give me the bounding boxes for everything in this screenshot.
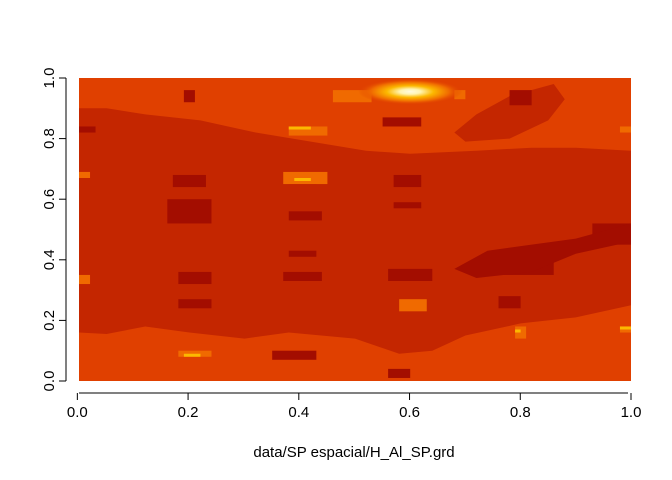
y-ticks: 0.0 0.2 0.4 0.6 0.8 1.0 — [41, 68, 66, 392]
heatmap-patch-darkest — [183, 90, 195, 103]
x-ticks: 0.0 0.2 0.4 0.6 0.8 1.0 — [67, 393, 642, 421]
heatmap-patch-bright — [183, 353, 201, 357]
heatmap-hotspot — [358, 78, 463, 105]
heatmap-patch-darkest — [382, 117, 422, 127]
x-axis-label: data/SP espacial/H_Al_SP.grd — [253, 444, 454, 461]
y-tick-label: 0.0 — [41, 371, 58, 392]
heatmap-patch-darkest — [178, 299, 212, 309]
axes: 0.0 0.2 0.4 0.6 0.8 1.0 0.0 0.2 0.4 0.6 0.8 1.0 — [41, 68, 641, 421]
heatmap-patch-light — [79, 171, 91, 178]
heatmap-patch-darkest — [388, 368, 411, 378]
y-tick-label: 0.8 — [41, 128, 58, 149]
heatmap-patch-darkest — [288, 250, 317, 257]
heatmap-patch-light — [399, 299, 427, 312]
heatmap-patch-darkest — [454, 223, 631, 278]
x-tick-label: 0.2 — [178, 404, 199, 421]
heatmap-raster — [79, 78, 631, 381]
heatmap-patch-bright — [294, 177, 311, 182]
x-tick-label: 1.0 — [621, 404, 642, 421]
heatmap-patch-bright — [515, 329, 521, 333]
x-tick-label: 0.0 — [67, 404, 88, 421]
heatmap-band-dark — [454, 84, 565, 142]
heatmap-patch-light — [619, 126, 631, 133]
heatmap-patch-light — [288, 126, 328, 136]
heatmap-patch-darkest — [272, 350, 317, 360]
heatmap-patch-light — [283, 171, 328, 185]
y-tick-label: 0.6 — [41, 189, 58, 210]
heatmap-patch-darkest — [509, 90, 532, 106]
heatmap-patch-darkest — [178, 271, 212, 285]
heatmap-patch-bright — [619, 326, 631, 330]
heatmap-patch-light — [79, 274, 91, 285]
y-tick-label: 1.0 — [41, 68, 58, 89]
heatmap-patch-bright — [288, 126, 311, 130]
x-tick-label: 0.8 — [510, 404, 531, 421]
y-tick-label: 0.4 — [41, 249, 58, 270]
heatmap-patch-darkest — [388, 268, 433, 282]
heatmap-patch-darkest — [393, 174, 422, 188]
x-tick-label: 0.6 — [399, 404, 420, 421]
x-tick-label: 0.4 — [288, 404, 309, 421]
heatmap-patch-darkest — [393, 202, 422, 209]
heatmap-patch-darkest — [167, 199, 212, 224]
heatmap-patch-darkest — [172, 174, 206, 188]
heatmap-band-dark — [79, 108, 631, 354]
heatmap-patch-darkest — [498, 296, 521, 309]
heatmap-patch-darkest — [283, 271, 322, 282]
y-tick-label: 0.2 — [41, 310, 58, 331]
heatmap-patch-darkest — [288, 211, 322, 221]
heatmap-patch-darkest — [79, 126, 96, 133]
